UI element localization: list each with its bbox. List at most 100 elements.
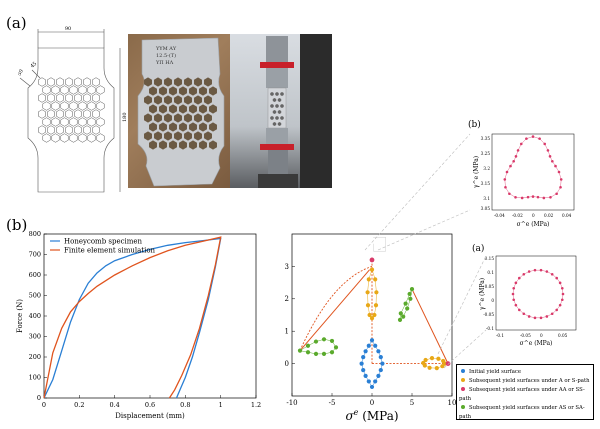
inset-b-point xyxy=(555,192,558,196)
plate-hex xyxy=(189,104,197,114)
inset-a-point xyxy=(533,268,537,272)
force-ytick-label: 0 xyxy=(37,394,41,402)
test-machine-photo xyxy=(230,34,332,188)
legend-label-specimen: Honeycomb specimen xyxy=(64,238,143,246)
plate-hex xyxy=(204,131,212,141)
drawing-hex xyxy=(83,109,91,119)
svg-text:0.15: 0.15 xyxy=(485,256,495,261)
inset-a-point xyxy=(561,292,565,296)
drawing-hex xyxy=(87,133,96,143)
svg-text:-0.1: -0.1 xyxy=(496,333,504,338)
plate-hex xyxy=(149,140,157,150)
machine-hex xyxy=(272,110,277,114)
inset-b-point xyxy=(526,195,530,199)
plate-hex xyxy=(199,140,207,150)
yield-point-3 xyxy=(445,361,451,366)
plate-hex xyxy=(179,122,187,132)
drawing-top-dim: 90 xyxy=(65,26,71,32)
plate-hex xyxy=(144,113,152,123)
plate-hex xyxy=(174,113,182,123)
inset-b-point xyxy=(520,196,524,200)
drawing-hex xyxy=(47,93,55,103)
drawing-hex xyxy=(87,85,96,95)
drawing-rot-dim-a: 50 xyxy=(18,68,25,77)
plate-hex xyxy=(154,131,162,141)
yield-legend-item: Subsequent yield surfaces under AS or SA… xyxy=(459,405,585,420)
plate-hex xyxy=(174,95,182,105)
yield-ytick-label: 3 xyxy=(285,263,289,271)
drawing-hex xyxy=(69,85,78,95)
force-ytick-label: 400 xyxy=(29,312,41,320)
drawing-hex xyxy=(56,93,64,103)
inset-b-point xyxy=(504,186,507,189)
drawing-hex xyxy=(56,109,64,119)
drawing-hex xyxy=(51,133,60,143)
inset-a-point xyxy=(550,312,554,316)
inset-a-point xyxy=(545,315,549,318)
svg-text:0: 0 xyxy=(540,333,543,338)
plate-hex xyxy=(144,95,152,105)
inset-b-point xyxy=(546,149,550,152)
drawing-hex xyxy=(69,101,78,111)
outline-initial xyxy=(361,339,383,388)
inset-b-point xyxy=(505,170,509,174)
drawing-hex xyxy=(42,85,51,95)
machine-hex xyxy=(270,92,274,96)
drawing-hex-grid xyxy=(38,77,105,143)
drawing-hex xyxy=(87,117,96,127)
inset-a-point xyxy=(527,270,531,273)
machine-hex xyxy=(277,122,282,126)
machine-hex xyxy=(272,98,277,102)
plate-hex xyxy=(179,86,187,96)
force-legend: Honeycomb specimen Finite element simula… xyxy=(50,238,156,255)
plate-text-3: ΥΠ ΗΛ xyxy=(155,60,174,66)
plate-hex xyxy=(209,122,217,132)
svg-text:0.04: 0.04 xyxy=(562,213,572,218)
drawing-hex xyxy=(42,101,51,111)
yield-xlabel: σe (MPa) xyxy=(345,408,398,423)
plate-hex xyxy=(149,86,157,96)
inset-b-point xyxy=(512,159,515,163)
inset-b-point xyxy=(514,195,517,199)
inset-b-point xyxy=(516,149,520,152)
force-plot-frame xyxy=(43,233,257,399)
yield-legend-item: Subsequent yield surfaces under AA or SS… xyxy=(459,387,585,402)
inset-b-point xyxy=(549,195,552,199)
inset-a-outline xyxy=(512,269,564,319)
plate-hex xyxy=(204,95,212,105)
yield-point-3 xyxy=(369,257,375,263)
inset-b-point xyxy=(519,142,523,146)
machine-hex xyxy=(275,92,279,96)
inset-a-point xyxy=(527,315,531,318)
yield-ytick-label: 2 xyxy=(285,295,289,303)
plate-hex xyxy=(174,77,182,87)
drawing-hex xyxy=(42,117,51,127)
inset-a-point xyxy=(539,268,543,272)
force-ytick-label: 200 xyxy=(29,353,41,361)
plate-hex xyxy=(184,131,192,141)
drawing-hex xyxy=(38,125,46,135)
svg-text:-0.05: -0.05 xyxy=(483,312,494,317)
drawing-hex xyxy=(60,133,69,143)
inset-b-point xyxy=(536,195,540,199)
drawing-hex xyxy=(65,77,73,87)
yield-xtick-label: -5 xyxy=(329,399,336,407)
yield-xtick-label: -10 xyxy=(286,399,297,407)
machine-hex xyxy=(280,92,284,96)
legend-label-fe: Finite element simulation xyxy=(64,247,156,255)
force-ylabel: Force (N) xyxy=(16,299,24,333)
svg-text:3.25: 3.25 xyxy=(481,151,491,156)
plate-hex xyxy=(209,104,217,114)
force-xtick-label: 0.6 xyxy=(145,401,155,409)
drawing-hex xyxy=(92,109,100,119)
yield-ytick-label: 1 xyxy=(285,328,289,336)
drawing-hex xyxy=(74,125,82,135)
plate-hex xyxy=(169,122,177,132)
drawing-hex xyxy=(56,77,64,87)
drawing-hex xyxy=(92,125,100,135)
drawing-hex xyxy=(74,77,82,87)
yield-xtick-label: 10 xyxy=(448,399,457,407)
drawing-hex xyxy=(87,101,96,111)
outline-as-right xyxy=(399,288,413,321)
plate-hex xyxy=(174,131,182,141)
